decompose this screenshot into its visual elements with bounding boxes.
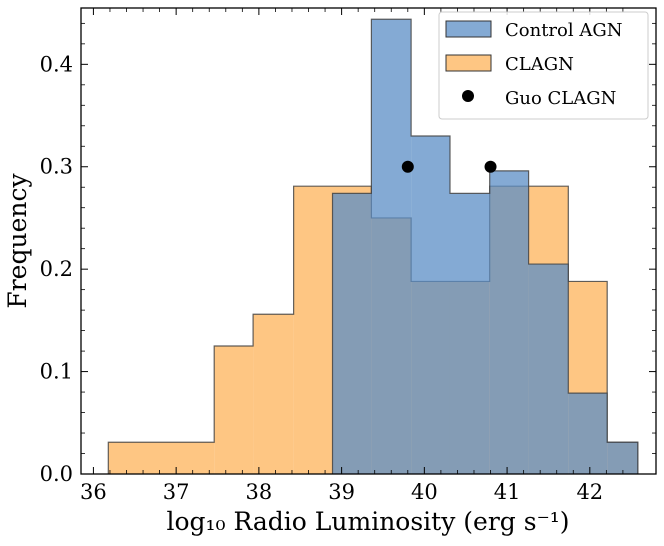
bar-control-agn: [607, 442, 638, 474]
bar-clagn: [253, 314, 294, 474]
bar-clagn: [108, 442, 215, 474]
x-axis-label: log₁₀ Radio Luminosity (erg s⁻¹): [166, 507, 569, 536]
bar-control-agn: [332, 193, 372, 474]
bar-clagn: [214, 345, 254, 474]
guo-clagn-point: [401, 160, 414, 173]
bars-layer: [107, 18, 639, 475]
legend-label-control-agn: Control AGN: [505, 20, 622, 41]
x-tick-label: 36: [80, 480, 107, 504]
legend-label-clagn: CLAGN: [505, 54, 574, 75]
bar-control-agn: [449, 193, 490, 474]
x-tick-label: 37: [163, 480, 190, 504]
legend-label-guo-clagn: Guo CLAGN: [505, 88, 616, 109]
bar-control-agn: [411, 136, 450, 474]
x-tick-label: 41: [494, 480, 521, 504]
x-tick-label: 40: [411, 480, 438, 504]
y-axis-label: Frequency: [3, 173, 32, 309]
points-layer: [401, 160, 497, 173]
bar-control-agn: [568, 393, 608, 474]
x-tick-label: 39: [328, 480, 355, 504]
y-tick-label: 0.4: [40, 52, 73, 76]
plot-frame: [80, 7, 657, 475]
bar-control-agn: [371, 19, 412, 475]
outline-control-agn: [331, 18, 639, 474]
bar-control-agn: [489, 170, 529, 474]
legend-swatch-clagn: [445, 54, 492, 72]
legend-box: [438, 11, 649, 120]
y-tick-label: 0.1: [40, 360, 73, 384]
guo-clagn-point: [484, 160, 497, 173]
legend: Control AGN CLAGN Guo CLAGN: [438, 11, 649, 120]
y-tick-label: 0.2: [40, 257, 73, 281]
legend-swatch-control-agn: [445, 20, 492, 38]
x-tick-label: 38: [246, 480, 273, 504]
x-tick-label: 42: [576, 480, 603, 504]
bar-control-agn: [528, 264, 569, 474]
y-tick-label: 0.3: [40, 155, 73, 179]
y-tick-label: 0.0: [40, 462, 73, 486]
ticks-layer: 36 37 38 39 40 41 42 0.0 0.1 0.2 0.3 0.4: [40, 8, 656, 504]
legend-marker-guo-clagn: [462, 90, 474, 102]
bar-clagn: [293, 186, 333, 474]
